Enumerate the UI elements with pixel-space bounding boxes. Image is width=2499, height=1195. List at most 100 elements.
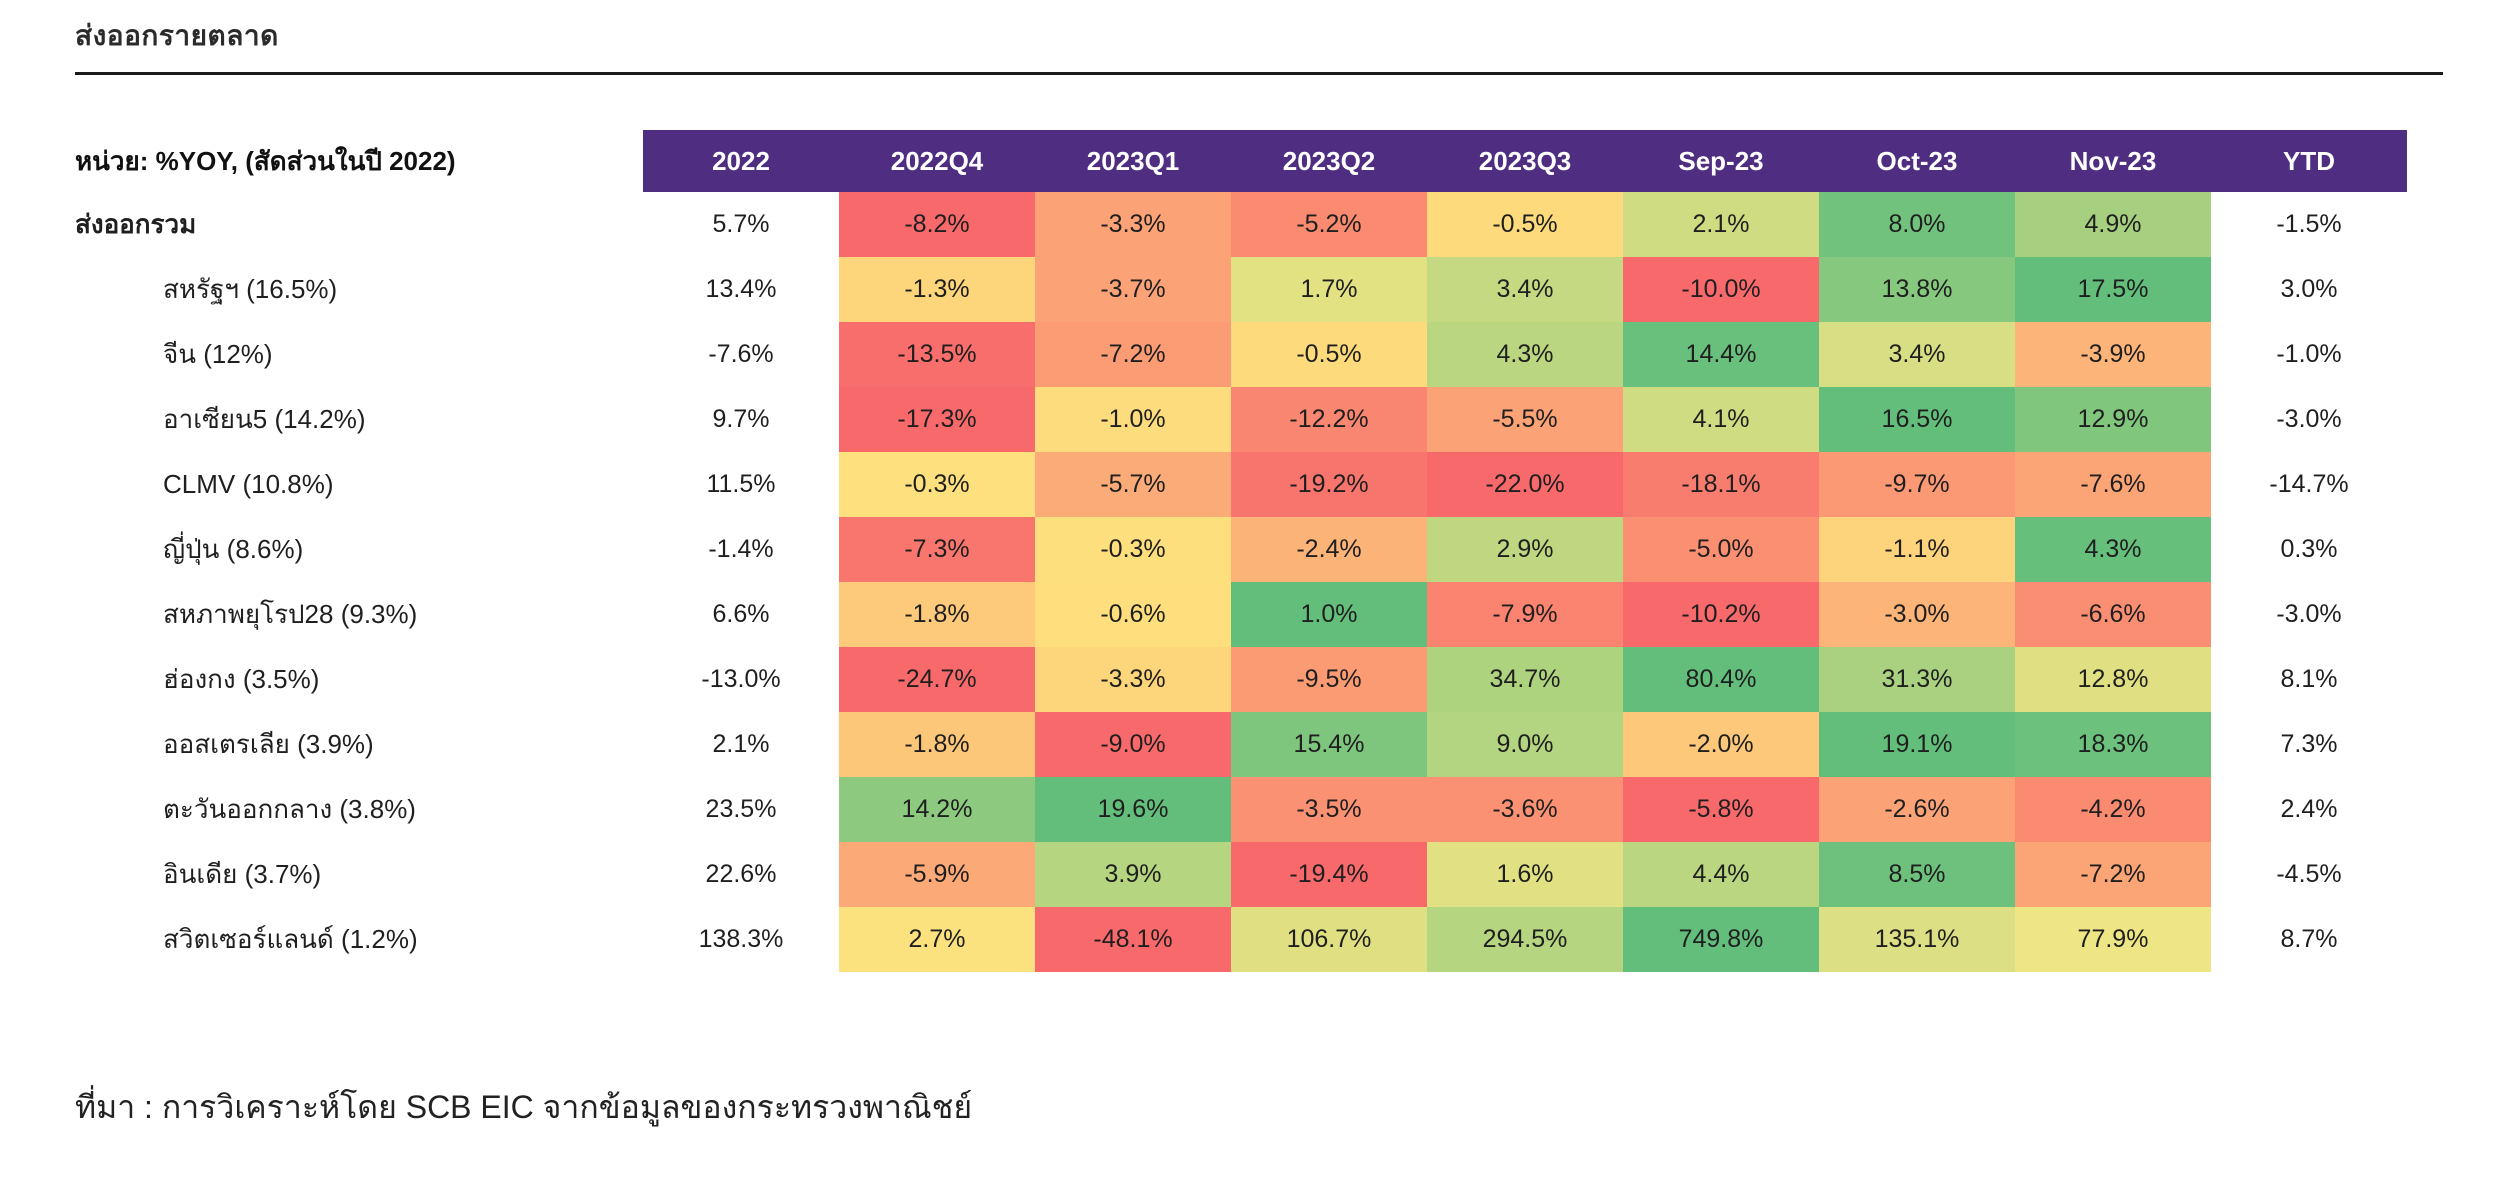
heatmap-cell: -1.8% <box>839 712 1035 777</box>
export-by-market-table: หน่วย: %YOY, (สัดส่วนในปี 2022) 2022 2022Q… <box>75 130 2407 972</box>
heatmap-cell: 106.7% <box>1231 907 1427 972</box>
heatmap-cell: -13.0% <box>643 647 839 712</box>
heatmap-cell: -7.9% <box>1427 582 1623 647</box>
heatmap-cell: 14.2% <box>839 777 1035 842</box>
heatmap-cell: 8.7% <box>2211 907 2407 972</box>
heatmap-cell: -8.2% <box>839 192 1035 257</box>
heatmap-cell: -10.0% <box>1623 257 1819 322</box>
table-row: อินเดีย (3.7%) 22.6% -5.9% 3.9% -19.4% 1.6% 4.… <box>75 842 2407 907</box>
heatmap-cell: -4.2% <box>2015 777 2211 842</box>
table-row: ตะวันออกกลาง (3.8%) 23.5% 14.2% 19.6% -3.5% -… <box>75 777 2407 842</box>
heatmap-cell: -0.5% <box>1231 322 1427 387</box>
heatmap-cell: -0.6% <box>1035 582 1231 647</box>
heatmap-cell: -9.5% <box>1231 647 1427 712</box>
heatmap-cell: 2.7% <box>839 907 1035 972</box>
row-label: สหภาพยุโรป28 (9.3%) <box>75 582 643 647</box>
heatmap-cell: -5.7% <box>1035 452 1231 517</box>
row-label: สวิตเซอร์แลนด์ (1.2%) <box>75 907 643 972</box>
heatmap-cell: -24.7% <box>839 647 1035 712</box>
source-note: ที่มา : การวิเคราะห์โดย SCB EIC จากข้อมู… <box>75 1089 973 1125</box>
heatmap-cell: 17.5% <box>2015 257 2211 322</box>
column-header-ytd: YTD <box>2211 130 2407 192</box>
heatmap-cell: -1.4% <box>643 517 839 582</box>
heatmap-cell: 8.1% <box>2211 647 2407 712</box>
heatmap-cell: -1.3% <box>839 257 1035 322</box>
unit-label: หน่วย: %YOY, (สัดส่วนในปี 2022) <box>75 130 643 192</box>
heatmap-cell: -5.9% <box>839 842 1035 907</box>
row-label: อินเดีย (3.7%) <box>75 842 643 907</box>
heatmap-cell: -1.8% <box>839 582 1035 647</box>
heatmap-cell: 135.1% <box>1819 907 2015 972</box>
heatmap-cell: 3.0% <box>2211 257 2407 322</box>
row-label: CLMV (10.8%) <box>75 452 643 517</box>
heatmap-cell: -5.2% <box>1231 192 1427 257</box>
heatmap-cell: -7.2% <box>1035 322 1231 387</box>
heatmap-cell: -0.5% <box>1427 192 1623 257</box>
heatmap-cell: -7.2% <box>2015 842 2211 907</box>
table-row: จีน (12%) -7.6% -13.5% -7.2% -0.5% 4.3% 14.4% 3… <box>75 322 2407 387</box>
heatmap-cell: -6.6% <box>2015 582 2211 647</box>
heatmap-cell: 4.9% <box>2015 192 2211 257</box>
column-header-oct-23: Oct-23 <box>1819 130 2015 192</box>
heatmap-cell: 31.3% <box>1819 647 2015 712</box>
heatmap-cell: -3.0% <box>2211 582 2407 647</box>
heatmap-cell: -1.0% <box>1035 387 1231 452</box>
heatmap-cell: -7.3% <box>839 517 1035 582</box>
heatmap-cell: -22.0% <box>1427 452 1623 517</box>
column-header-2023q3: 2023Q3 <box>1427 130 1623 192</box>
header-row: หน่วย: %YOY, (สัดส่วนในปี 2022) 2022 2022Q… <box>75 130 2407 192</box>
table-header: หน่วย: %YOY, (สัดส่วนในปี 2022) 2022 2022Q… <box>75 130 2407 192</box>
heatmap-cell: -3.3% <box>1035 647 1231 712</box>
heatmap-cell: 19.1% <box>1819 712 2015 777</box>
heatmap-cell: -3.5% <box>1231 777 1427 842</box>
table-row: สหรัฐฯ (16.5%) 13.4% -1.3% -3.7% 1.7% 3.4% -10… <box>75 257 2407 322</box>
heatmap-cell: 4.4% <box>1623 842 1819 907</box>
heatmap-cell: 13.8% <box>1819 257 2015 322</box>
page-title: ส่งออกรายตลาด <box>75 20 279 51</box>
heatmap-cell: -7.6% <box>643 322 839 387</box>
row-label: อาเซียน5 (14.2%) <box>75 387 643 452</box>
heatmap-cell: 6.6% <box>643 582 839 647</box>
heatmap-cell: 749.8% <box>1623 907 1819 972</box>
row-label: ฮ่องกง (3.5%) <box>75 647 643 712</box>
row-label: ตะวันออกกลาง (3.8%) <box>75 777 643 842</box>
heatmap-cell: 19.6% <box>1035 777 1231 842</box>
heatmap-cell: -2.4% <box>1231 517 1427 582</box>
heatmap-cell: 11.5% <box>643 452 839 517</box>
row-label: ออสเตรเลีย (3.9%) <box>75 712 643 777</box>
heatmap-cell: -3.6% <box>1427 777 1623 842</box>
heatmap-cell: -2.0% <box>1623 712 1819 777</box>
row-label: ญี่ปุ่น (8.6%) <box>75 517 643 582</box>
column-header-sep-23: Sep-23 <box>1623 130 1819 192</box>
table-row: ญี่ปุ่น (8.6%) -1.4% -7.3% -0.3% -2.4% 2.9% -5… <box>75 517 2407 582</box>
heatmap-cell: 1.0% <box>1231 582 1427 647</box>
heatmap-cell: 34.7% <box>1427 647 1623 712</box>
heatmap-cell: 3.4% <box>1819 322 2015 387</box>
heatmap-cell: 2.1% <box>643 712 839 777</box>
table-row: ฮ่องกง (3.5%) -13.0% -24.7% -3.3% -9.5% 34.7%… <box>75 647 2407 712</box>
row-label: สหรัฐฯ (16.5%) <box>75 257 643 322</box>
heatmap-cell: 9.0% <box>1427 712 1623 777</box>
column-header-2023q2: 2023Q2 <box>1231 130 1427 192</box>
heatmap-cell: 22.6% <box>643 842 839 907</box>
heatmap-cell: 1.6% <box>1427 842 1623 907</box>
heatmap-cell: -9.0% <box>1035 712 1231 777</box>
title-divider <box>75 72 2443 75</box>
heatmap-cell: 14.4% <box>1623 322 1819 387</box>
heatmap-cell: -5.8% <box>1623 777 1819 842</box>
heatmap-cell: -3.9% <box>2015 322 2211 387</box>
heatmap-cell: 4.3% <box>1427 322 1623 387</box>
heatmap-cell: 8.0% <box>1819 192 2015 257</box>
table-row: ส่งออกรวม 5.7% -8.2% -3.3% -5.2% -0.5% 2.1% 8.0… <box>75 192 2407 257</box>
heatmap-cell: -18.1% <box>1623 452 1819 517</box>
heatmap-cell: 80.4% <box>1623 647 1819 712</box>
heatmap-cell: 9.7% <box>643 387 839 452</box>
heatmap-cell: 77.9% <box>2015 907 2211 972</box>
heatmap-cell: -19.4% <box>1231 842 1427 907</box>
heatmap-cell: -0.3% <box>839 452 1035 517</box>
heatmap-cell: 294.5% <box>1427 907 1623 972</box>
heatmap-cell: -4.5% <box>2211 842 2407 907</box>
heatmap-cell: 3.9% <box>1035 842 1231 907</box>
heatmap-cell: 23.5% <box>643 777 839 842</box>
